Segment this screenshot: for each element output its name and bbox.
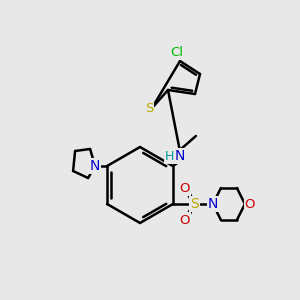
Text: O: O [180,214,190,226]
Text: O: O [180,182,190,194]
Text: S: S [145,103,153,116]
Text: H: H [165,149,175,163]
Text: S: S [190,197,199,211]
Text: N: N [90,159,100,173]
Text: N: N [208,197,218,211]
Text: O: O [245,197,255,211]
Text: Cl: Cl [170,46,184,59]
Text: N: N [175,149,185,163]
